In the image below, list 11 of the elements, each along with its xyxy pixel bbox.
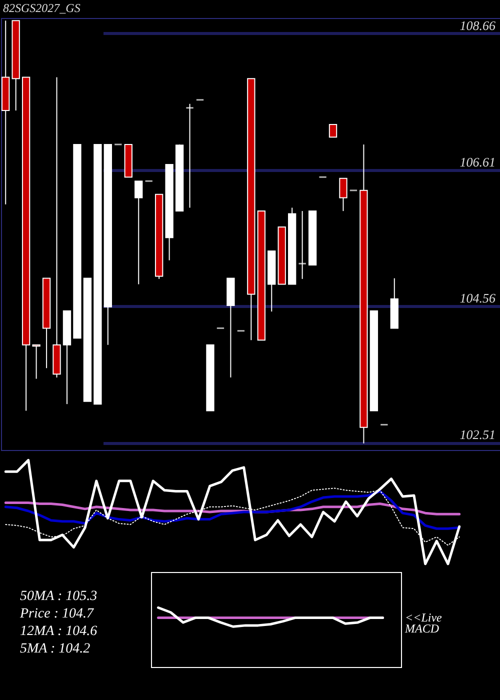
y-tick-label: 104.56	[460, 290, 496, 306]
text: 5MA : 104.2	[20, 641, 90, 656]
y-tick-label: 108.66	[460, 18, 496, 33]
text: 12MA : 104.6	[20, 624, 98, 639]
text: 50MA : 105.3	[20, 588, 98, 604]
y-tick-label: 102.51	[460, 427, 496, 442]
text: <<Live	[405, 610, 443, 624]
text: MACD	[404, 622, 440, 636]
y-tick-label: 106.61	[460, 154, 496, 170]
chart-title: 82SGS2027_GS	[3, 1, 80, 15]
text: Price : 104.7	[19, 606, 94, 622]
